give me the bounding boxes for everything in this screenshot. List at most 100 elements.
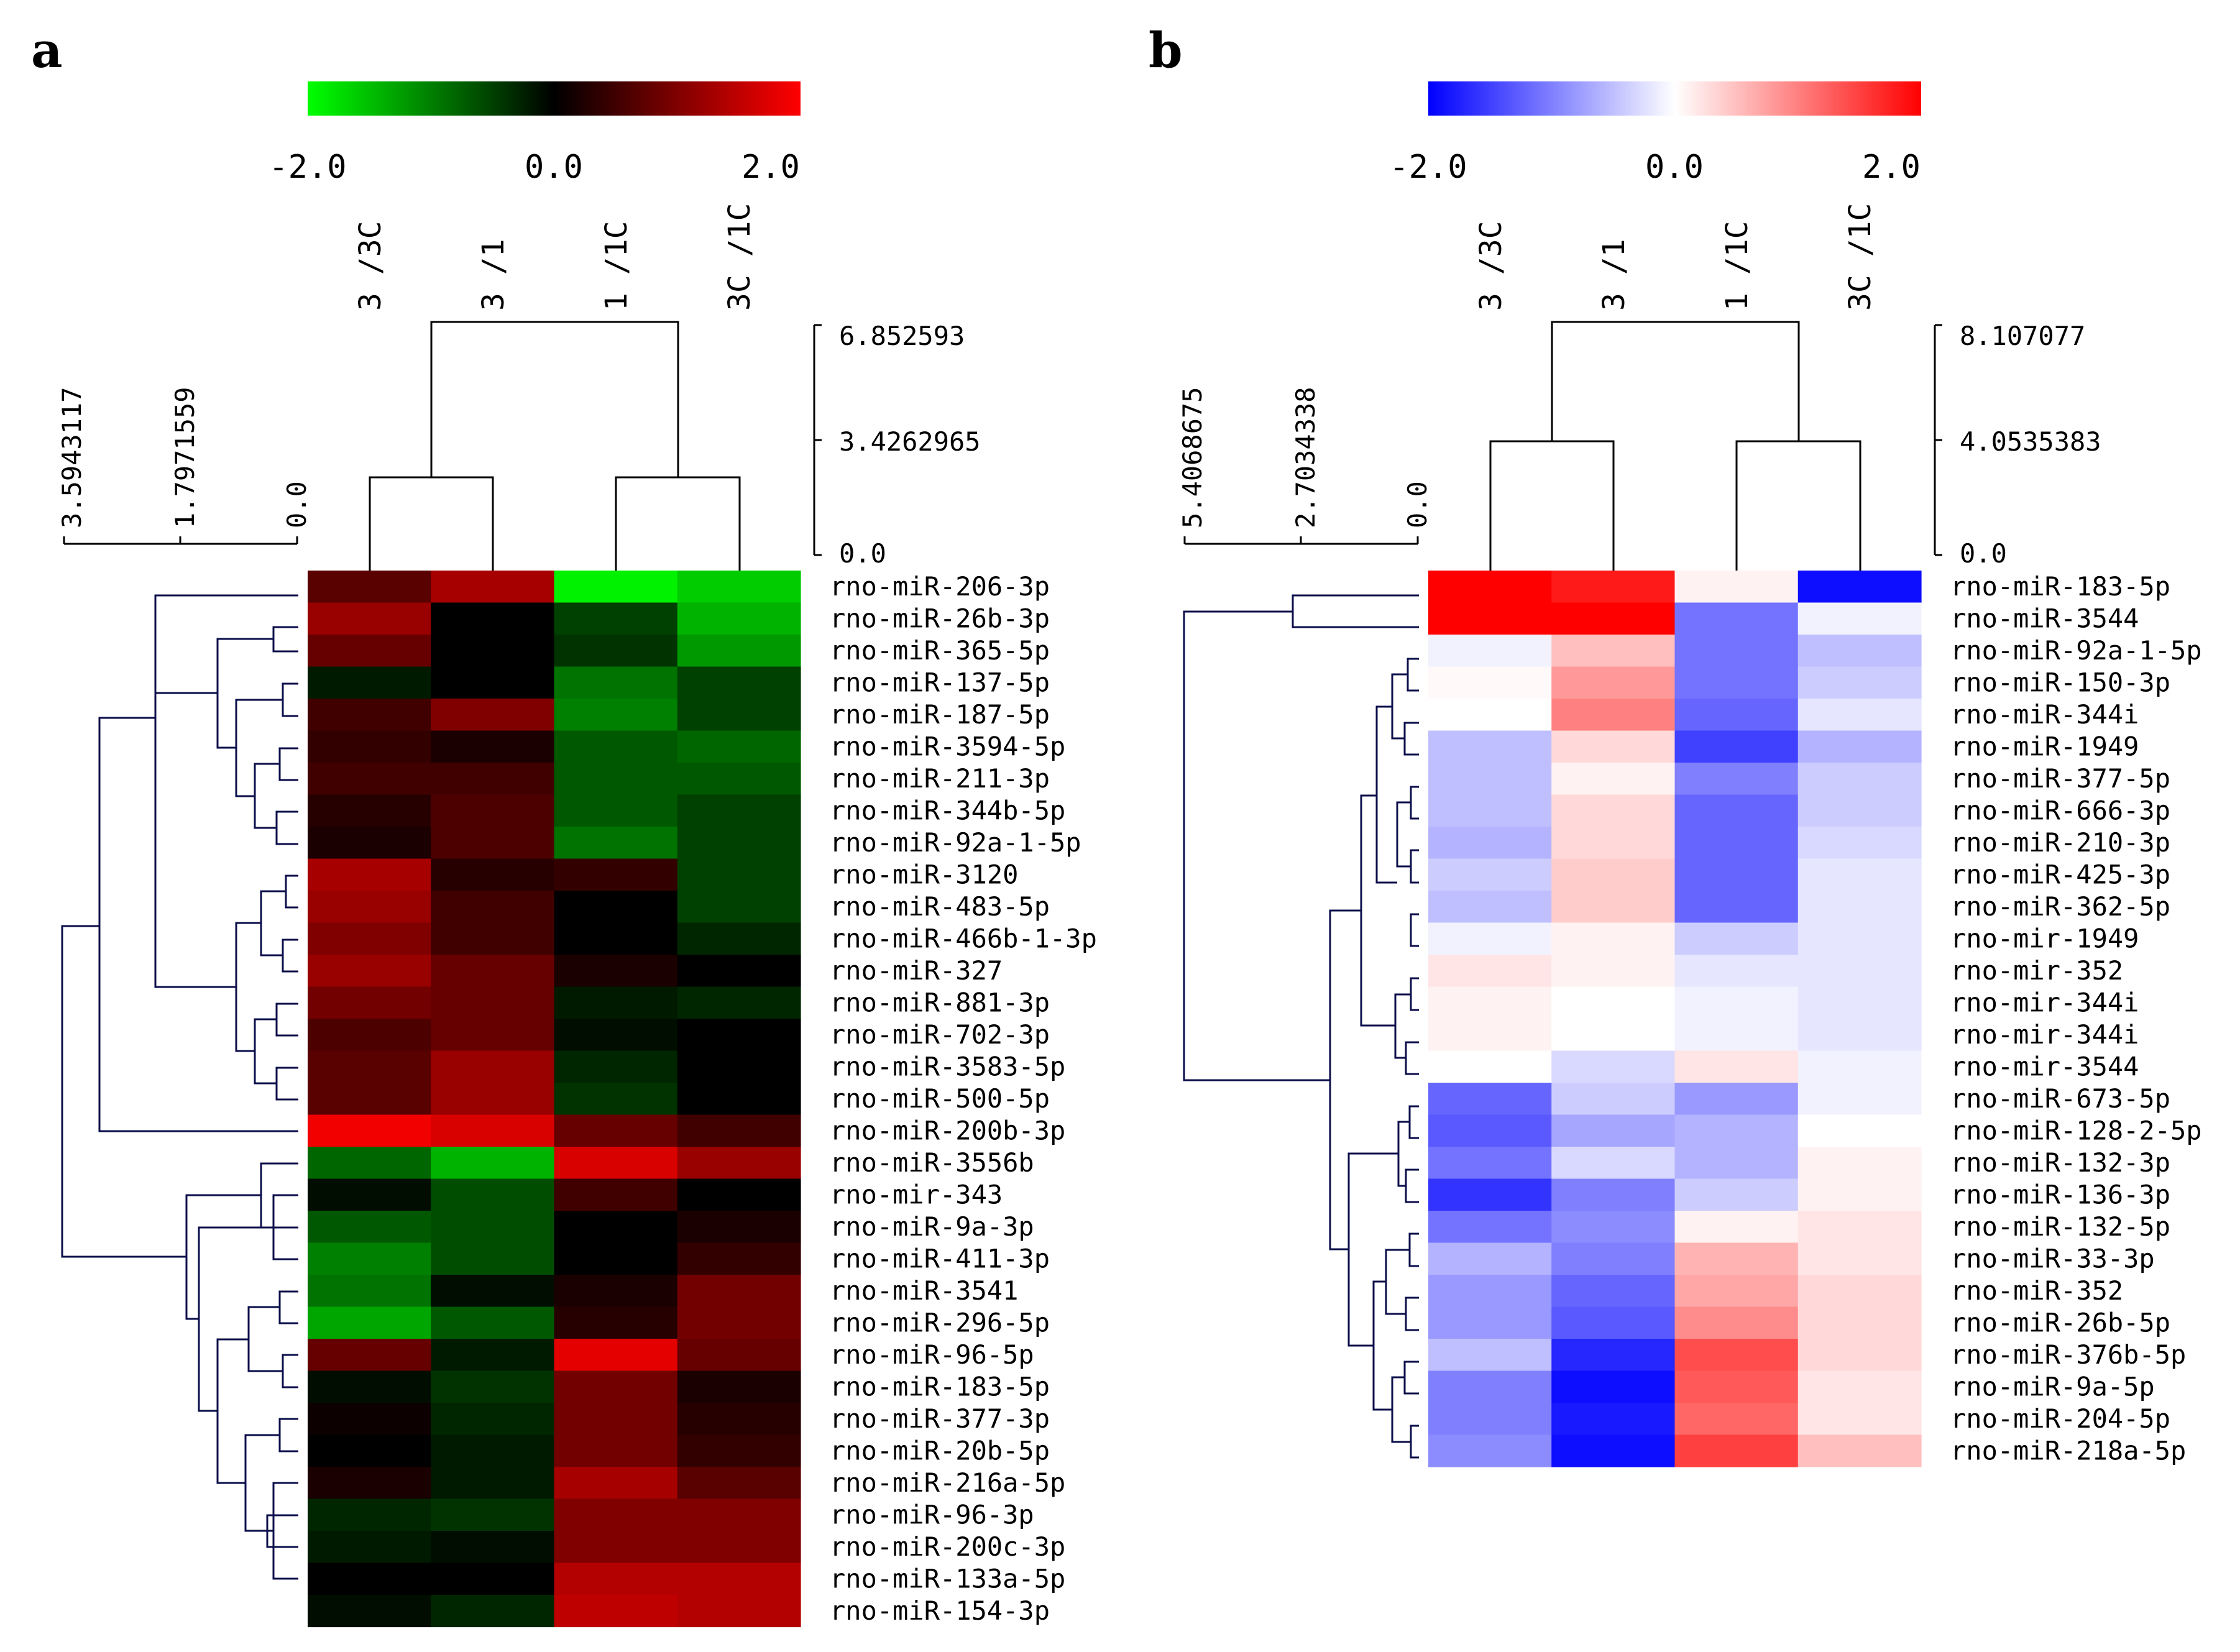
heatmap-cell <box>308 1114 431 1147</box>
heatmap-cell <box>1674 1019 1799 1052</box>
heatmap-cell <box>1551 891 1676 924</box>
heatmap-cell <box>1551 763 1676 796</box>
heatmap-cell <box>677 666 801 699</box>
row-label: rno-miR-206-3p <box>830 571 1050 602</box>
heatmap-cell <box>1428 1370 1552 1403</box>
row-label: rno-mir-352 <box>1950 955 2123 986</box>
heatmap-cell <box>554 794 678 827</box>
heatmap-cell <box>1797 1019 1922 1052</box>
heatmap-cell <box>1674 1050 1799 1083</box>
heatmap-cell <box>431 1595 555 1628</box>
colorbar-a <box>308 81 801 116</box>
heatmap-cell <box>1797 827 1922 860</box>
heatmap-cell <box>1551 1019 1676 1052</box>
row-label: rno-miR-9a-3p <box>830 1211 1034 1242</box>
row-scale-b: 5.4068675 2.7034338 0.0 <box>1177 387 1433 545</box>
heatmap-cell <box>677 955 801 988</box>
heatmap-cell <box>554 1147 678 1180</box>
heatmap-cell <box>677 699 801 732</box>
heatmap-cell <box>1674 1211 1799 1244</box>
heatmap-cell <box>677 1275 801 1308</box>
heatmap-cell <box>1428 1147 1552 1180</box>
heatmap-cell <box>431 955 555 988</box>
colorbar-b-tick-max: 2.0 <box>1862 149 1921 186</box>
row-label: rno-miR-344b-5p <box>830 795 1065 825</box>
heatmap-cell <box>308 730 431 763</box>
heatmap-cell <box>308 571 431 603</box>
row-label: rno-miR-3541 <box>830 1275 1018 1306</box>
heatmap-cell <box>1797 955 1922 988</box>
row-label: rno-miR-132-3p <box>1950 1147 2170 1178</box>
heatmap-cell <box>1797 1434 1922 1467</box>
heatmap-cell <box>1797 635 1922 668</box>
heatmap-cell <box>1674 602 1799 635</box>
heatmap-cell <box>554 858 678 891</box>
heatmap-cell <box>1551 1306 1676 1339</box>
row-label: rno-miR-210-3p <box>1950 827 2170 858</box>
heatmap-cell <box>554 699 678 732</box>
row-label: rno-miR-362-5p <box>1950 891 2170 922</box>
heatmap-cell <box>677 730 801 763</box>
heatmap-cell <box>1428 1019 1552 1052</box>
heatmap-cell <box>677 1434 801 1467</box>
heatmap-cell <box>554 666 678 699</box>
row-dendrogram-a <box>61 594 298 1580</box>
row-label: rno-miR-150-3p <box>1950 667 2170 697</box>
heatmap-cell <box>554 986 678 1019</box>
heatmap-cell <box>431 1083 555 1116</box>
heatmap-cell <box>1428 1306 1552 1339</box>
heatmap-cell <box>554 602 678 635</box>
heatmap-cell <box>677 858 801 891</box>
heatmap-cell <box>1674 827 1799 860</box>
heatmap-cell <box>1797 1178 1922 1211</box>
row-label: rno-miR-187-5p <box>830 699 1050 730</box>
heatmap-cell <box>677 827 801 860</box>
heatmap-cell <box>308 1370 431 1403</box>
heatmap-cell <box>431 571 555 603</box>
heatmap-cell <box>1428 1339 1552 1372</box>
heatmap-cell <box>1551 635 1676 668</box>
heatmap-cell <box>1551 1147 1676 1180</box>
heatmap-cell <box>554 635 678 668</box>
heatmap-cell <box>554 571 678 603</box>
heatmap-cell <box>431 986 555 1019</box>
row-label: rno-miR-218a-5p <box>1950 1435 2186 1466</box>
heatmap-cell <box>308 794 431 827</box>
col-scale-a: 6.852593 3.4262965 0.0 <box>813 321 981 569</box>
heatmap-cell <box>431 763 555 796</box>
heatmap-cell <box>1797 858 1922 891</box>
heatmap-cell <box>1428 602 1552 635</box>
heatmap-cell <box>1797 571 1922 603</box>
heatmap-cell <box>1428 1434 1552 1467</box>
heatmap-cell <box>1551 666 1676 699</box>
row-label: rno-miR-1949 <box>1950 731 2139 761</box>
col-scale-a-top: 6.852593 <box>839 321 965 351</box>
heatmap-cell <box>677 1563 801 1595</box>
heatmap-cell <box>431 1498 555 1531</box>
row-label: rno-miR-136-3p <box>1950 1179 2170 1209</box>
heatmap-cell <box>1551 955 1676 988</box>
row-label: rno-miR-183-5p <box>1950 571 2170 602</box>
heatmap-cell <box>677 763 801 796</box>
heatmap-cell <box>1674 922 1799 955</box>
col-label-a-1: 3 /3C <box>353 221 388 311</box>
heatmap-cell <box>554 1595 678 1628</box>
heatmap-cell <box>308 602 431 635</box>
heatmap-cell <box>431 1434 555 1467</box>
heatmap-cell <box>308 827 431 860</box>
heatmap-cell <box>1428 1211 1552 1244</box>
heatmap-cell <box>1797 1050 1922 1083</box>
row-label: rno-miR-3556b <box>830 1147 1034 1178</box>
row-label: rno-miR-702-3p <box>830 1019 1050 1050</box>
heatmap-cell <box>1551 986 1676 1019</box>
colorbar-b-tick-mid: 0.0 <box>1645 149 1704 186</box>
heatmap-cell <box>308 1498 431 1531</box>
heatmap-cell <box>431 827 555 860</box>
heatmap-cell <box>1551 794 1676 827</box>
row-label: rno-miR-216a-5p <box>830 1467 1065 1498</box>
heatmap-cell <box>677 1083 801 1116</box>
heatmap-cell <box>1551 1211 1676 1244</box>
heatmap-cell <box>308 1434 431 1467</box>
heatmap-cell <box>431 1467 555 1500</box>
